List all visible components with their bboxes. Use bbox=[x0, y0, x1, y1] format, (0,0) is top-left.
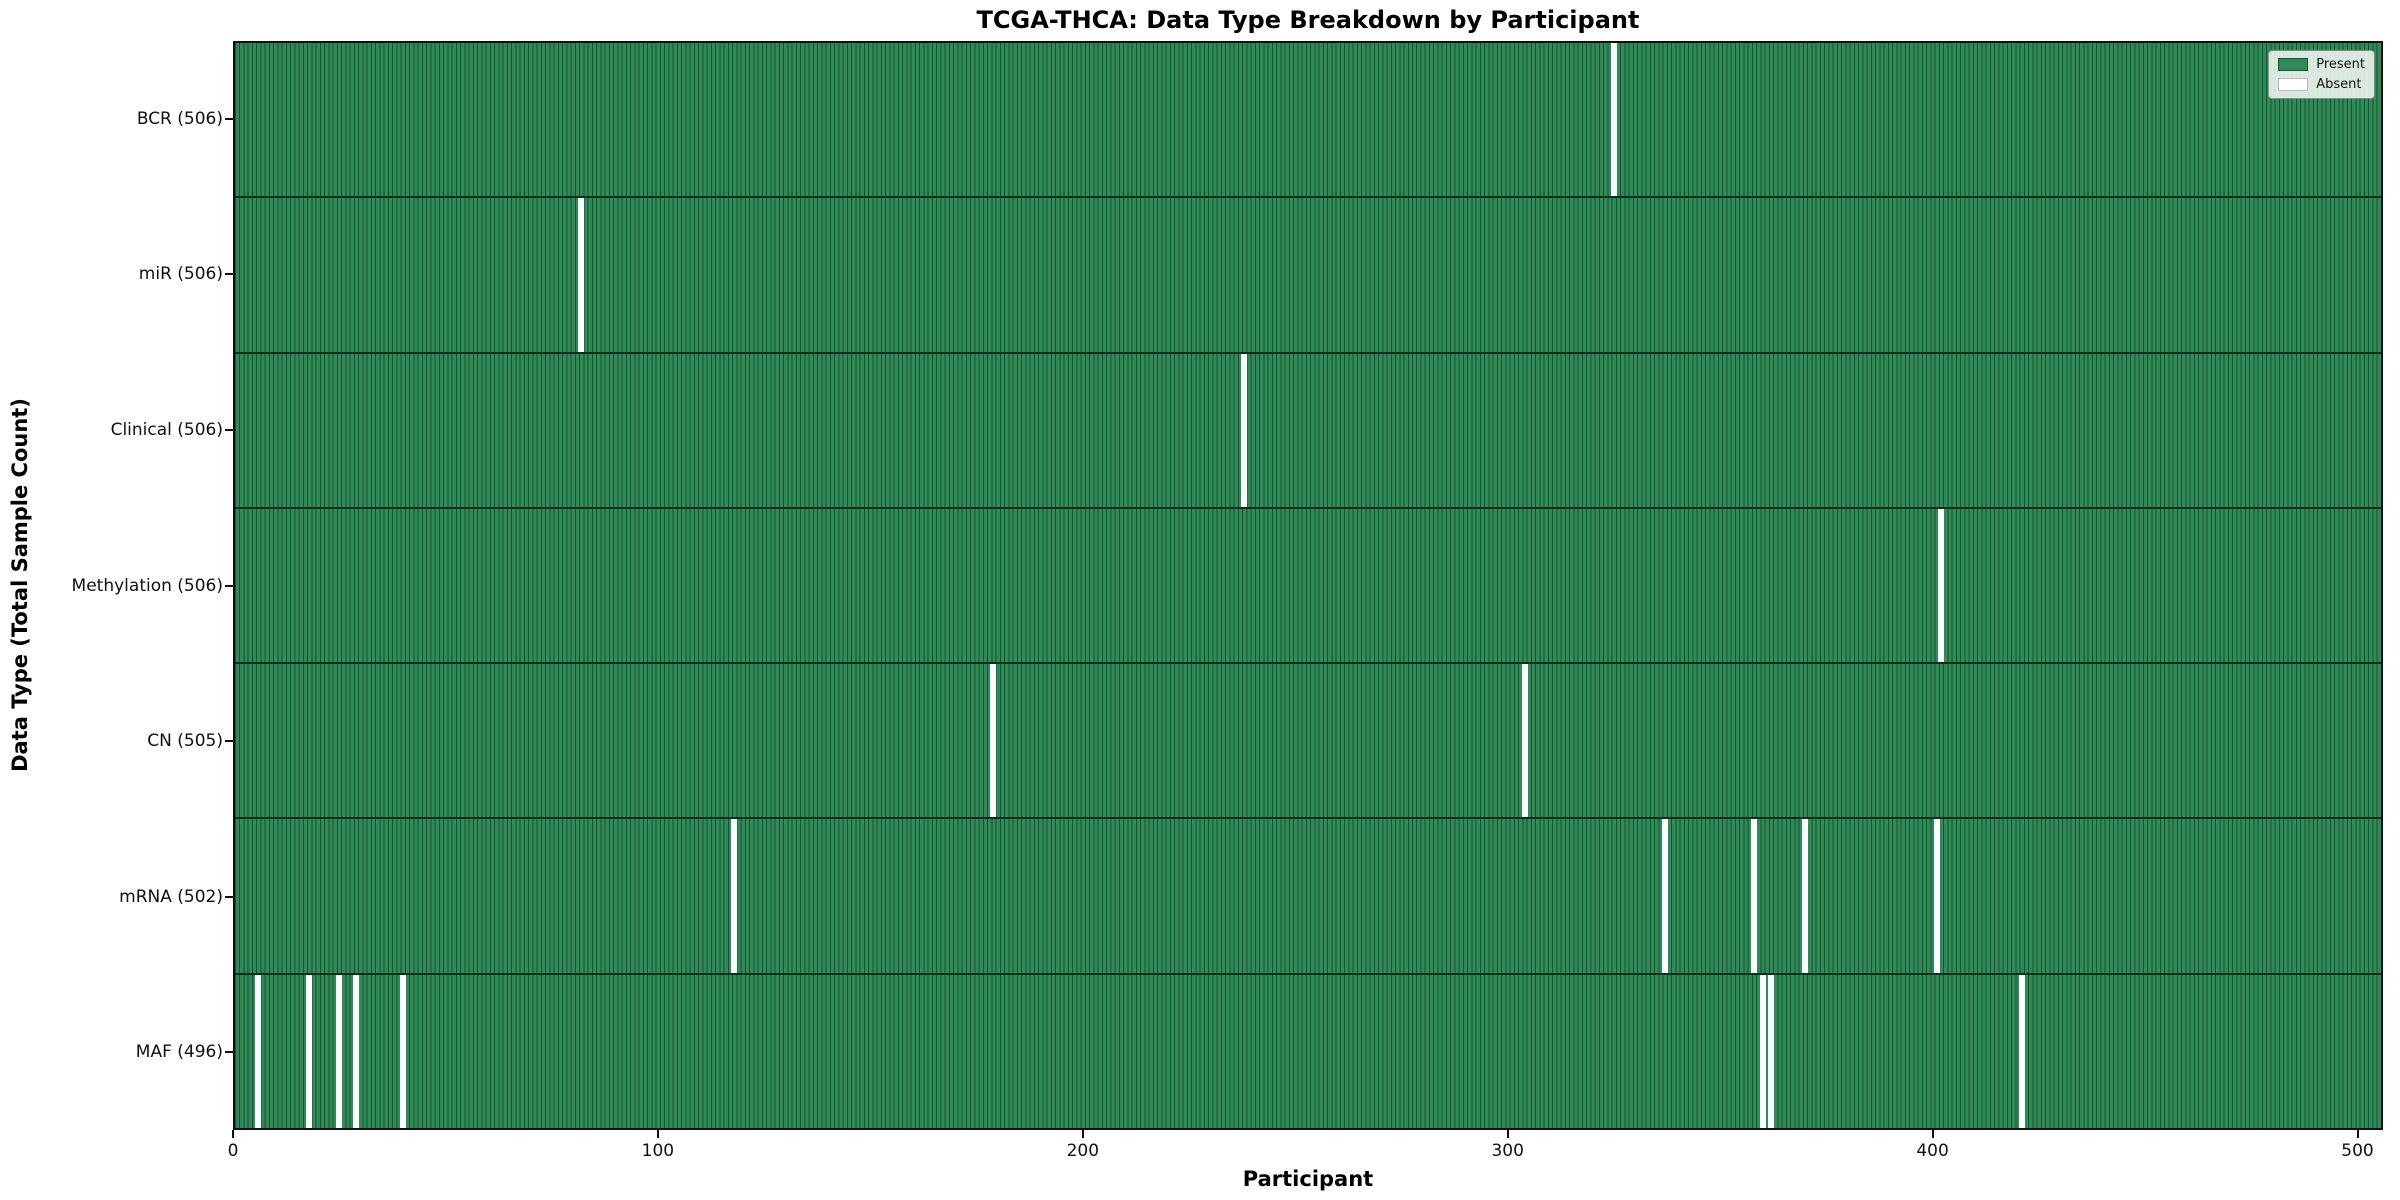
absent-gap bbox=[1751, 819, 1758, 973]
absent-gap bbox=[306, 974, 313, 1128]
legend-item-present: Present bbox=[2278, 57, 2365, 72]
absent-gap bbox=[731, 819, 738, 973]
y-tick-label: Clinical (506) bbox=[110, 419, 223, 440]
x-tick-mark bbox=[656, 1130, 659, 1138]
absent-gap bbox=[1241, 353, 1248, 507]
legend-label-present: Present bbox=[2316, 57, 2365, 72]
x-tick-mark bbox=[1931, 1130, 1934, 1138]
x-tick-mark bbox=[2356, 1130, 2359, 1138]
absent-gap bbox=[255, 974, 262, 1128]
x-tick-label: 200 bbox=[1066, 1141, 1100, 1161]
x-tick-mark bbox=[232, 1130, 234, 1138]
absent-gap bbox=[399, 974, 406, 1128]
x-tick-label: 0 bbox=[227, 1141, 239, 1161]
x-tick-mark bbox=[1081, 1130, 1084, 1138]
plot-area: Present Absent bbox=[233, 41, 2383, 1130]
absent-gap bbox=[1759, 974, 1766, 1128]
absent-gap bbox=[1937, 508, 1944, 663]
absent-gap bbox=[578, 198, 585, 352]
presence-matrix bbox=[235, 43, 2381, 1128]
row-cn bbox=[235, 664, 2381, 820]
x-tick-label: 300 bbox=[1491, 1141, 1524, 1161]
x-axis-label: Participant bbox=[1242, 1167, 1374, 1191]
legend-label-absent: Absent bbox=[2316, 77, 2362, 92]
row-maf bbox=[235, 974, 2381, 1128]
x-tick-mark bbox=[1506, 1130, 1509, 1138]
y-axis-label: Data Type (Total Sample Count) bbox=[8, 398, 32, 772]
row-methylation bbox=[235, 508, 2381, 665]
legend: Present Absent bbox=[2268, 50, 2375, 99]
x-tick-label: 500 bbox=[2341, 1141, 2374, 1161]
y-tick-label: CN (505) bbox=[147, 731, 223, 752]
y-tick-mark bbox=[225, 584, 233, 587]
absent-gap bbox=[1933, 819, 1940, 973]
absent-gap bbox=[353, 974, 360, 1128]
row-mir bbox=[235, 198, 2381, 354]
absent-gap bbox=[336, 974, 343, 1128]
x-tick-label: 400 bbox=[1916, 1141, 1949, 1161]
row-bcr bbox=[235, 43, 2381, 199]
absent-gap bbox=[1802, 819, 1808, 973]
y-tick-mark bbox=[225, 895, 233, 898]
row-clinical bbox=[235, 353, 2381, 509]
absent-gap bbox=[1610, 43, 1617, 197]
chart-title: TCGA-THCA: Data Type Breakdown by Partic… bbox=[976, 6, 1640, 34]
legend-item-absent: Absent bbox=[2278, 77, 2365, 92]
y-tick-label: mRNA (502) bbox=[119, 886, 223, 907]
absent-gap bbox=[2018, 974, 2025, 1128]
absent-gap bbox=[1661, 819, 1668, 973]
absent-gap bbox=[990, 664, 997, 818]
absent-gap bbox=[1521, 664, 1528, 818]
y-tick-mark bbox=[225, 428, 233, 431]
present-swatch-icon bbox=[2278, 58, 2309, 71]
y-tick-mark bbox=[225, 740, 233, 743]
row-mrna bbox=[235, 819, 2381, 975]
x-tick-label: 100 bbox=[641, 1141, 675, 1161]
y-tick-label: miR (506) bbox=[138, 264, 223, 285]
y-tick-label: Methylation (506) bbox=[71, 575, 223, 596]
absent-swatch-icon bbox=[2278, 78, 2309, 91]
y-tick-mark bbox=[225, 1051, 233, 1054]
y-tick-mark bbox=[225, 273, 233, 276]
y-tick-mark bbox=[225, 117, 233, 120]
y-tick-label: MAF (496) bbox=[135, 1042, 223, 1063]
absent-gap bbox=[1768, 974, 1775, 1128]
y-tick-label: BCR (506) bbox=[136, 108, 223, 129]
